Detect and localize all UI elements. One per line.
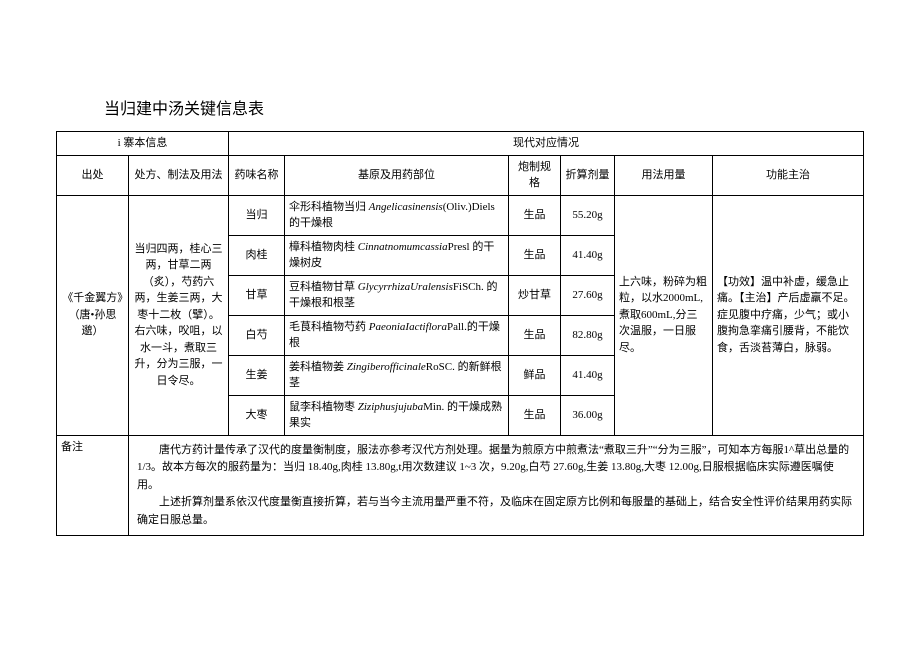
- origin-pre: 樟科植物肉桂: [289, 241, 358, 253]
- cell-origin: 豆科植物甘草 GlycyrrhizaUralensisFiSCh. 的干燥根和根…: [285, 275, 509, 315]
- cell-herb: 肉桂: [229, 235, 285, 275]
- notes-label: 备注: [57, 435, 129, 536]
- cell-usage: 上六味，粉碎为粗粒，以水2000mL,煮取600mL,分三次温服，一日服尽。: [615, 195, 713, 435]
- hdr-group-left: i 寨本信息: [57, 132, 229, 156]
- table-row: 《千金翼方》（唐•孙思邈） 当归四两，桂心三两，甘草二两（炙），芍药六两，生姜三…: [57, 195, 864, 235]
- origin-latin: Angelicasinensis: [369, 201, 443, 213]
- cell-dose: 41.40g: [561, 355, 615, 395]
- notes-p1: 唐代方药计量传承了汉代的度量衡制度，服法亦参考汉代方剂处理。据量为煎原方中煎煮法…: [137, 442, 855, 495]
- header-row-1: i 寨本信息 现代对应情况: [57, 132, 864, 156]
- cell-origin: 姜科植物姜 ZingiberofficinaleRoSC. 的新鲜根茎: [285, 355, 509, 395]
- cell-origin: 鼠李科植物枣 ZiziphusjujubaMin. 的干燥成熟果实: [285, 395, 509, 435]
- cell-origin: 伞形科植物当归 Angelicasinensis(Oliv.)Diels的干燥根: [285, 195, 509, 235]
- origin-pre: 鼠李科植物枣: [289, 401, 358, 413]
- origin-pre: 豆科植物甘草: [289, 281, 358, 293]
- origin-latin: PaeoniaIactiflora: [369, 321, 447, 333]
- cell-proc: 生品: [509, 195, 561, 235]
- cell-origin: 毛茛科植物芍药 PaeoniaIactifloraPall.的干燥根: [285, 315, 509, 355]
- cell-dose: 55.20g: [561, 195, 615, 235]
- col-proc: 炮制规格: [509, 155, 561, 195]
- notes-p2: 上述折算剂量系依汉代度量衡直接折算，若与当今主流用量严重不符，及临床在固定原方比…: [137, 494, 855, 529]
- cell-herb: 甘草: [229, 275, 285, 315]
- hdr-group-right: 现代对应情况: [229, 132, 864, 156]
- col-herb: 药味名称: [229, 155, 285, 195]
- notes-body: 唐代方药计量传承了汉代的度量衡制度，服法亦参考汉代方剂处理。据量为煎原方中煎煮法…: [129, 435, 864, 536]
- origin-latin: Cinnatnomumcassia: [358, 241, 448, 253]
- origin-pre: 姜科植物姜: [289, 361, 347, 373]
- col-func: 功能主治: [713, 155, 864, 195]
- info-table: i 寨本信息 现代对应情况 出处 处方、制法及用法 药味名称 基原及用药部位 炮…: [56, 131, 864, 536]
- cell-source: 《千金翼方》（唐•孙思邈）: [57, 195, 129, 435]
- cell-herb: 白芍: [229, 315, 285, 355]
- origin-latin: GlycyrrhizaUralensis: [358, 281, 453, 293]
- origin-pre: 伞形科植物当归: [289, 201, 369, 213]
- cell-func: 【功效】温中补虚，缓急止痛。【主治】产后虚羸不足。症见腹中疗痛，少气；或小腹拘急…: [713, 195, 864, 435]
- cell-dose: 36.00g: [561, 395, 615, 435]
- col-source: 出处: [57, 155, 129, 195]
- cell-dose: 41.40g: [561, 235, 615, 275]
- cell-proc: 生品: [509, 315, 561, 355]
- cell-proc: 生品: [509, 395, 561, 435]
- cell-herb: 当归: [229, 195, 285, 235]
- header-row-2: 出处 处方、制法及用法 药味名称 基原及用药部位 炮制规格 折算剂量 用法用量 …: [57, 155, 864, 195]
- document-page: 当归建中汤关键信息表 i 寨本信息 现代对应情况 出处 处方、制法及用法 药味名…: [0, 0, 920, 536]
- origin-latin: Zingiberofficinale: [347, 361, 426, 373]
- col-origin: 基原及用药部位: [285, 155, 509, 195]
- origin-pre: 毛茛科植物芍药: [289, 321, 369, 333]
- table-title: 当归建中汤关键信息表: [104, 95, 864, 119]
- origin-latin: Ziziphusjujuba: [358, 401, 423, 413]
- cell-origin: 樟科植物肉桂 CinnatnomumcassiaPresl 的干燥树皮: [285, 235, 509, 275]
- col-dose: 折算剂量: [561, 155, 615, 195]
- cell-rx: 当归四两，桂心三两，甘草二两（炙），芍药六两，生姜三两，大枣十二枚（擘）。右六味…: [129, 195, 229, 435]
- col-usage: 用法用量: [615, 155, 713, 195]
- col-rx: 处方、制法及用法: [129, 155, 229, 195]
- cell-proc: 鲜品: [509, 355, 561, 395]
- cell-herb: 生姜: [229, 355, 285, 395]
- cell-proc: 炒甘草: [509, 275, 561, 315]
- cell-dose: 82.80g: [561, 315, 615, 355]
- cell-dose: 27.60g: [561, 275, 615, 315]
- cell-proc: 生品: [509, 235, 561, 275]
- cell-herb: 大枣: [229, 395, 285, 435]
- notes-row: 备注 唐代方药计量传承了汉代的度量衡制度，服法亦参考汉代方剂处理。据量为煎原方中…: [57, 435, 864, 536]
